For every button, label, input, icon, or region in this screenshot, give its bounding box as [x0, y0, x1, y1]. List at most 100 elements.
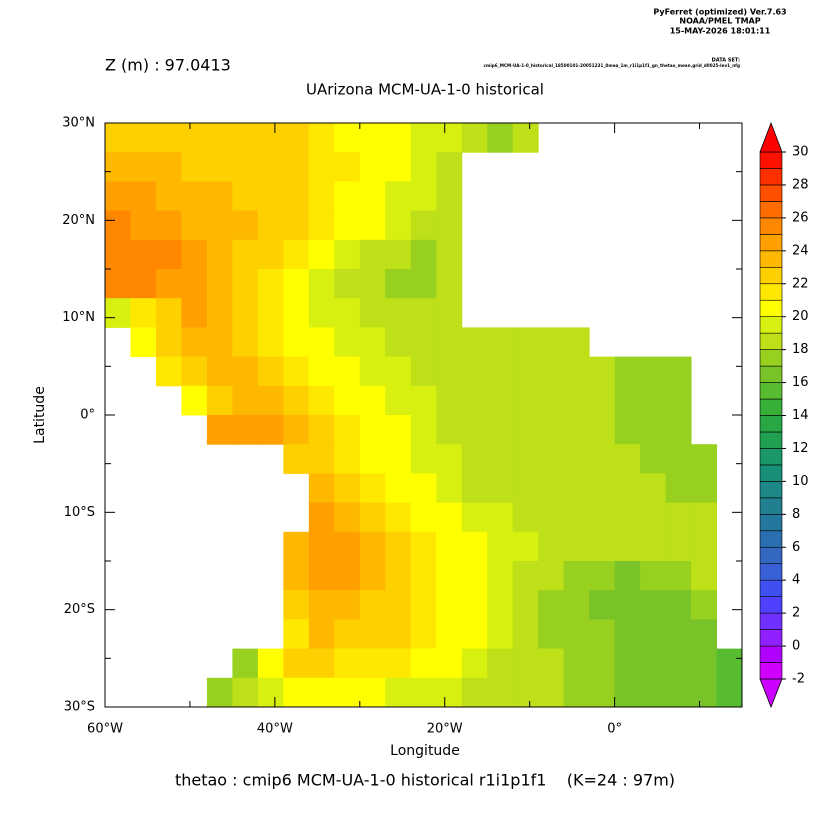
cell	[308, 415, 335, 445]
cell	[385, 531, 412, 562]
cell	[308, 590, 335, 620]
cell	[410, 298, 437, 328]
cell	[410, 444, 437, 474]
cell	[436, 239, 463, 270]
cell	[181, 327, 208, 358]
cell	[665, 648, 692, 679]
cell	[308, 181, 335, 212]
cell	[257, 677, 284, 708]
cell	[283, 269, 310, 299]
cell	[589, 619, 616, 650]
cell	[461, 677, 488, 708]
cell	[155, 356, 182, 387]
cell	[359, 152, 386, 182]
cell	[614, 502, 641, 533]
cell	[232, 239, 259, 270]
cell	[665, 385, 692, 416]
x-tick-label: 20°W	[427, 722, 463, 737]
cell	[436, 415, 463, 445]
cell	[385, 444, 412, 474]
colorbar-band	[759, 415, 783, 433]
colorbar-tick-label: 20	[792, 309, 809, 324]
cell	[665, 531, 692, 562]
cell	[359, 415, 386, 445]
cell	[691, 648, 718, 679]
cell	[283, 356, 310, 387]
cell	[563, 473, 590, 504]
cell	[589, 677, 616, 708]
cell	[512, 356, 539, 387]
cell	[410, 531, 437, 562]
colorbar-band	[759, 546, 783, 565]
cell	[181, 210, 208, 241]
cell	[436, 619, 463, 650]
cell	[155, 239, 182, 270]
cell	[130, 123, 157, 153]
cell	[257, 648, 284, 679]
cell	[665, 619, 692, 650]
cell	[232, 356, 259, 387]
cell	[563, 648, 590, 679]
cell	[461, 502, 488, 533]
cell	[283, 590, 310, 620]
cell	[105, 298, 131, 328]
cell	[359, 269, 386, 299]
cell	[385, 327, 412, 358]
cell	[232, 385, 259, 416]
colorbar-band	[759, 530, 783, 548]
colorbar-tick-label: 22	[792, 276, 809, 291]
cell	[155, 269, 182, 299]
cell	[308, 123, 335, 153]
cell	[538, 415, 565, 445]
cell	[283, 181, 310, 212]
cell	[487, 327, 514, 358]
cell	[257, 356, 284, 387]
cell	[589, 356, 616, 387]
colorbar-band	[759, 514, 783, 532]
cell	[410, 502, 437, 533]
cell	[640, 531, 667, 562]
cell	[512, 473, 539, 504]
cell	[665, 473, 692, 504]
cell	[181, 269, 208, 299]
cell	[105, 181, 131, 212]
colorbar-tick-label: 18	[792, 342, 809, 357]
cell	[665, 677, 692, 708]
cell	[563, 590, 590, 620]
cell	[461, 356, 488, 387]
cell	[181, 385, 208, 416]
cell	[385, 123, 412, 153]
cell	[538, 473, 565, 504]
cell	[436, 677, 463, 708]
cell	[410, 181, 437, 212]
colorbar-band	[759, 431, 783, 449]
cell	[232, 327, 259, 358]
cell	[436, 327, 463, 358]
cell	[232, 298, 259, 328]
colorbar-band	[759, 234, 783, 252]
colorbar-band	[759, 579, 783, 597]
cell	[589, 531, 616, 562]
cell	[538, 619, 565, 650]
cell	[410, 590, 437, 620]
cell	[436, 385, 463, 416]
cell	[487, 648, 514, 679]
cell	[385, 415, 412, 445]
cell	[487, 356, 514, 387]
colorbar-band	[759, 316, 783, 334]
cell	[334, 298, 361, 328]
cell	[461, 473, 488, 504]
cell	[563, 385, 590, 416]
colorbar-band	[759, 382, 783, 400]
x-tick-label: 60°W	[87, 722, 123, 737]
cell	[385, 590, 412, 620]
colorbar-band	[759, 596, 783, 614]
cell	[410, 648, 437, 679]
cell	[614, 415, 641, 445]
x-tick-label: 40°W	[257, 722, 293, 737]
cell	[487, 590, 514, 620]
cell	[359, 531, 386, 562]
cell	[105, 210, 131, 241]
cell	[206, 298, 233, 328]
cell	[640, 590, 667, 620]
